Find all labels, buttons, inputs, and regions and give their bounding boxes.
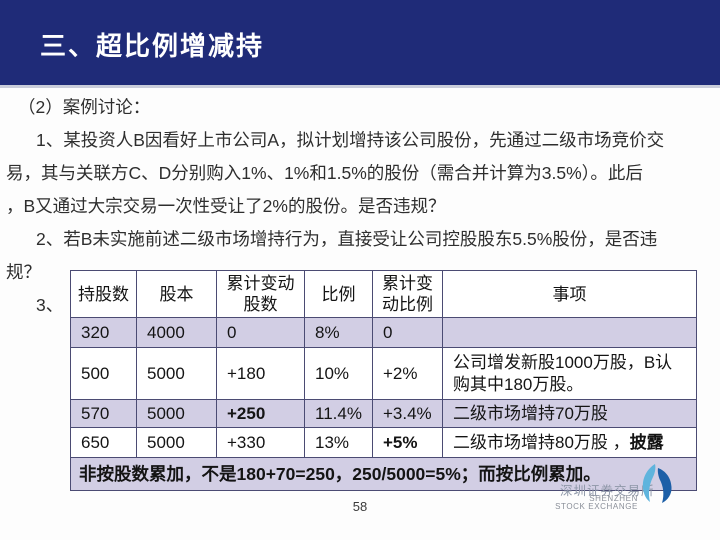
table-cell-text: 二级市场增持70万股 — [453, 403, 608, 423]
slide-title-band: 三、超比例增减持 — [0, 0, 720, 88]
table-cell: +5% — [372, 427, 443, 458]
body-text: （2）案例讨论： 1、某投资人B因看好上市公司A，拟计划增持该公司股份，先通过二级… — [6, 91, 716, 322]
body-text-line: ，B又通过大宗交易一次性受让了2%的股份。是否违规？ — [6, 196, 446, 216]
body-text-line: （2）案例讨论： — [18, 97, 151, 117]
table-cell: 5000 — [136, 427, 217, 458]
table-cell: +250 — [216, 399, 305, 428]
table-cell: 650 — [70, 427, 137, 458]
holdings-table-head: 持股数 股本 累计变动股数 比例 累计变动比例 事项 — [70, 270, 697, 318]
table-cell: 8% — [304, 317, 373, 348]
table-header-cell: 股本 — [136, 270, 217, 318]
table-cell-text: +330 — [227, 432, 266, 452]
table-cell — [442, 317, 697, 348]
table-cell-text: 5000 — [147, 432, 185, 452]
table-cell-text: 0 — [383, 322, 393, 342]
table-cell-text: 13% — [315, 432, 350, 452]
table-cell-text: 0 — [227, 322, 237, 342]
table-footer-note: 非按股数累加，不是180+70=250，250/5000=5%；而按比例累加。 — [70, 457, 697, 491]
body-text-line: 2、若B未实施前述二级市场增持行为，直接受让公司控股股东5.5%股份，是否违 — [36, 229, 658, 249]
table-row: 570 5000 +250 11.4% +3.4% 二级市场增持70万股 — [70, 399, 697, 428]
table-header-cell: 比例 — [304, 270, 373, 318]
table-cell: 公司增发新股1000万股，B认购其中180万股。 — [442, 347, 697, 400]
table-cell-text: 5000 — [147, 403, 185, 423]
table-cell-text: +250 — [227, 403, 266, 423]
table-row: 320 4000 0 8% 0 — [70, 317, 697, 348]
holdings-table: 持股数 股本 累计变动股数 比例 累计变动比例 事项 320 4000 0 8% 0 500 5000… — [70, 270, 697, 491]
table-cell: 0 — [372, 317, 443, 348]
table-cell-text: 4000 — [147, 322, 185, 342]
table-cell-text: 8% — [315, 322, 340, 342]
table-header-cell: 持股数 — [70, 270, 137, 318]
table-cell: 二级市场增持80万股 ，披露 — [442, 427, 697, 458]
table-cell: +180 — [216, 347, 305, 400]
body-text-line: 易，其与关联方C、D分别购入1%、1%和1.5%的股份（需合并计算为3.5%）。… — [6, 163, 643, 183]
table-cell: +3.4% — [372, 399, 443, 428]
table-cell: 13% — [304, 427, 373, 458]
table-cell: 0 — [216, 317, 305, 348]
holdings-table-body: 320 4000 0 8% 0 500 5000 +180 10% +2% 公司增发新股1000万股… — [70, 317, 697, 491]
table-header-row: 持股数 股本 累计变动股数 比例 累计变动比例 事项 — [70, 270, 697, 318]
table-cell: 10% — [304, 347, 373, 400]
table-cell: 二级市场增持70万股 — [442, 399, 697, 428]
table-cell-text: 500 — [81, 363, 110, 383]
table-cell: 320 — [70, 317, 137, 348]
table-cell-text: 650 — [81, 432, 110, 452]
table-cell: 5000 — [136, 347, 217, 400]
body-text-line: 规？ — [6, 262, 41, 282]
table-cell-text: +2% — [383, 363, 418, 383]
table-cell: +330 — [216, 427, 305, 458]
table-cell: 500 — [70, 347, 137, 400]
page-number: 58 — [352, 499, 368, 514]
table-header-cell: 累计变动股数 — [216, 270, 305, 318]
table-cell-text: 570 — [81, 403, 110, 423]
table-cell: +2% — [372, 347, 443, 400]
table-cell: 4000 — [136, 317, 217, 348]
table-cell-text: 11.4% — [315, 403, 362, 423]
slide-title: 三、超比例增减持 — [40, 31, 265, 61]
table-cell-text: 二级市场增持80万股 ， — [453, 432, 630, 452]
table-cell-text: 公司增发新股1000万股，B认购其中180万股。 — [453, 352, 673, 394]
table-cell-text: 10% — [315, 363, 350, 383]
table-cell-text: +3.4% — [383, 403, 432, 423]
table-row: 650 5000 +330 13% +5% 二级市场增持80万股 ，披露 — [70, 427, 697, 458]
table-cell: 5000 — [136, 399, 217, 428]
table-cell: 570 — [70, 399, 137, 428]
body-text-line: 3、 — [36, 295, 64, 315]
table-cell-text: 320 — [81, 322, 110, 342]
table-cell-text: +5% — [383, 432, 418, 452]
table-row: 500 5000 +180 10% +2% 公司增发新股1000万股，B认购其中180万股… — [70, 347, 697, 400]
table-header-cell: 事项 — [442, 270, 697, 318]
table-cell-text: 披露 — [629, 432, 664, 452]
table-header-cell: 累计变动比例 — [372, 270, 443, 318]
table-footer-row: 非按股数累加，不是180+70=250，250/5000=5%；而按比例累加。 — [70, 457, 697, 491]
body-text-line: 1、某投资人B因看好上市公司A，拟计划增持该公司股份，先通过二级市场竞价交 — [36, 130, 665, 150]
table-cell-text: 5000 — [147, 363, 185, 383]
table-cell: 11.4% — [304, 399, 373, 428]
table-cell-text: +180 — [227, 363, 266, 383]
